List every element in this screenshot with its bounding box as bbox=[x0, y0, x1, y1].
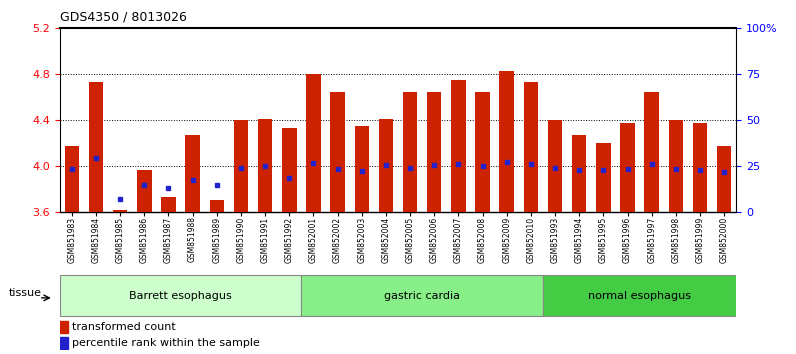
Bar bbox=[137, 170, 151, 212]
Bar bbox=[354, 126, 369, 212]
Bar bbox=[596, 143, 611, 212]
Bar bbox=[330, 92, 345, 212]
Text: GSM851984: GSM851984 bbox=[92, 216, 100, 263]
Text: GSM851995: GSM851995 bbox=[599, 216, 608, 263]
Bar bbox=[524, 82, 538, 212]
Text: GSM852009: GSM852009 bbox=[502, 216, 511, 263]
Text: GSM852000: GSM852000 bbox=[720, 216, 728, 263]
Text: GSM851987: GSM851987 bbox=[164, 216, 173, 263]
Text: GSM851998: GSM851998 bbox=[671, 216, 681, 263]
Text: GDS4350 / 8013026: GDS4350 / 8013026 bbox=[60, 11, 186, 24]
Text: GSM851988: GSM851988 bbox=[188, 216, 197, 262]
Bar bbox=[234, 120, 248, 212]
Bar bbox=[64, 146, 79, 212]
Text: GSM852010: GSM852010 bbox=[526, 216, 536, 263]
Bar bbox=[548, 120, 562, 212]
Text: transformed count: transformed count bbox=[72, 322, 176, 332]
Text: GSM851992: GSM851992 bbox=[285, 216, 294, 263]
Bar bbox=[572, 135, 587, 212]
Text: normal esophagus: normal esophagus bbox=[588, 291, 691, 301]
Text: GSM852005: GSM852005 bbox=[406, 216, 415, 263]
Text: GSM852004: GSM852004 bbox=[381, 216, 390, 263]
Text: GSM851985: GSM851985 bbox=[115, 216, 125, 263]
Bar bbox=[645, 92, 659, 212]
Bar bbox=[113, 210, 127, 212]
Bar bbox=[717, 146, 732, 212]
Text: GSM851999: GSM851999 bbox=[696, 216, 704, 263]
Bar bbox=[669, 120, 683, 212]
FancyBboxPatch shape bbox=[543, 275, 736, 316]
Bar bbox=[60, 321, 68, 333]
Text: GSM852007: GSM852007 bbox=[454, 216, 463, 263]
Text: tissue: tissue bbox=[9, 288, 42, 298]
Bar bbox=[88, 82, 103, 212]
Text: GSM852006: GSM852006 bbox=[430, 216, 439, 263]
Bar bbox=[306, 74, 321, 212]
Text: GSM851997: GSM851997 bbox=[647, 216, 656, 263]
Bar bbox=[693, 123, 708, 212]
Text: Barrett esophagus: Barrett esophagus bbox=[129, 291, 232, 301]
Text: GSM851990: GSM851990 bbox=[236, 216, 245, 263]
Bar bbox=[282, 129, 296, 212]
FancyBboxPatch shape bbox=[302, 275, 543, 316]
Bar bbox=[427, 92, 442, 212]
Text: GSM851991: GSM851991 bbox=[260, 216, 270, 263]
Text: GSM851989: GSM851989 bbox=[213, 216, 221, 263]
Text: GSM852008: GSM852008 bbox=[478, 216, 487, 263]
Text: GSM852003: GSM852003 bbox=[357, 216, 366, 263]
Bar bbox=[161, 198, 176, 212]
Bar bbox=[500, 71, 514, 212]
Bar bbox=[403, 92, 417, 212]
Text: GSM851986: GSM851986 bbox=[140, 216, 149, 263]
Text: GSM851993: GSM851993 bbox=[551, 216, 560, 263]
Bar bbox=[209, 200, 224, 212]
Text: gastric cardia: gastric cardia bbox=[384, 291, 460, 301]
FancyBboxPatch shape bbox=[60, 275, 302, 316]
Bar bbox=[258, 119, 272, 212]
Bar bbox=[620, 123, 635, 212]
Text: GSM851994: GSM851994 bbox=[575, 216, 583, 263]
Bar bbox=[475, 92, 490, 212]
Text: GSM852002: GSM852002 bbox=[333, 216, 342, 263]
Bar bbox=[60, 337, 68, 349]
Text: GSM851996: GSM851996 bbox=[623, 216, 632, 263]
Bar bbox=[185, 135, 200, 212]
Text: GSM851983: GSM851983 bbox=[68, 216, 76, 263]
Text: GSM852001: GSM852001 bbox=[309, 216, 318, 263]
Bar bbox=[379, 119, 393, 212]
Bar bbox=[451, 80, 466, 212]
Text: percentile rank within the sample: percentile rank within the sample bbox=[72, 338, 259, 348]
